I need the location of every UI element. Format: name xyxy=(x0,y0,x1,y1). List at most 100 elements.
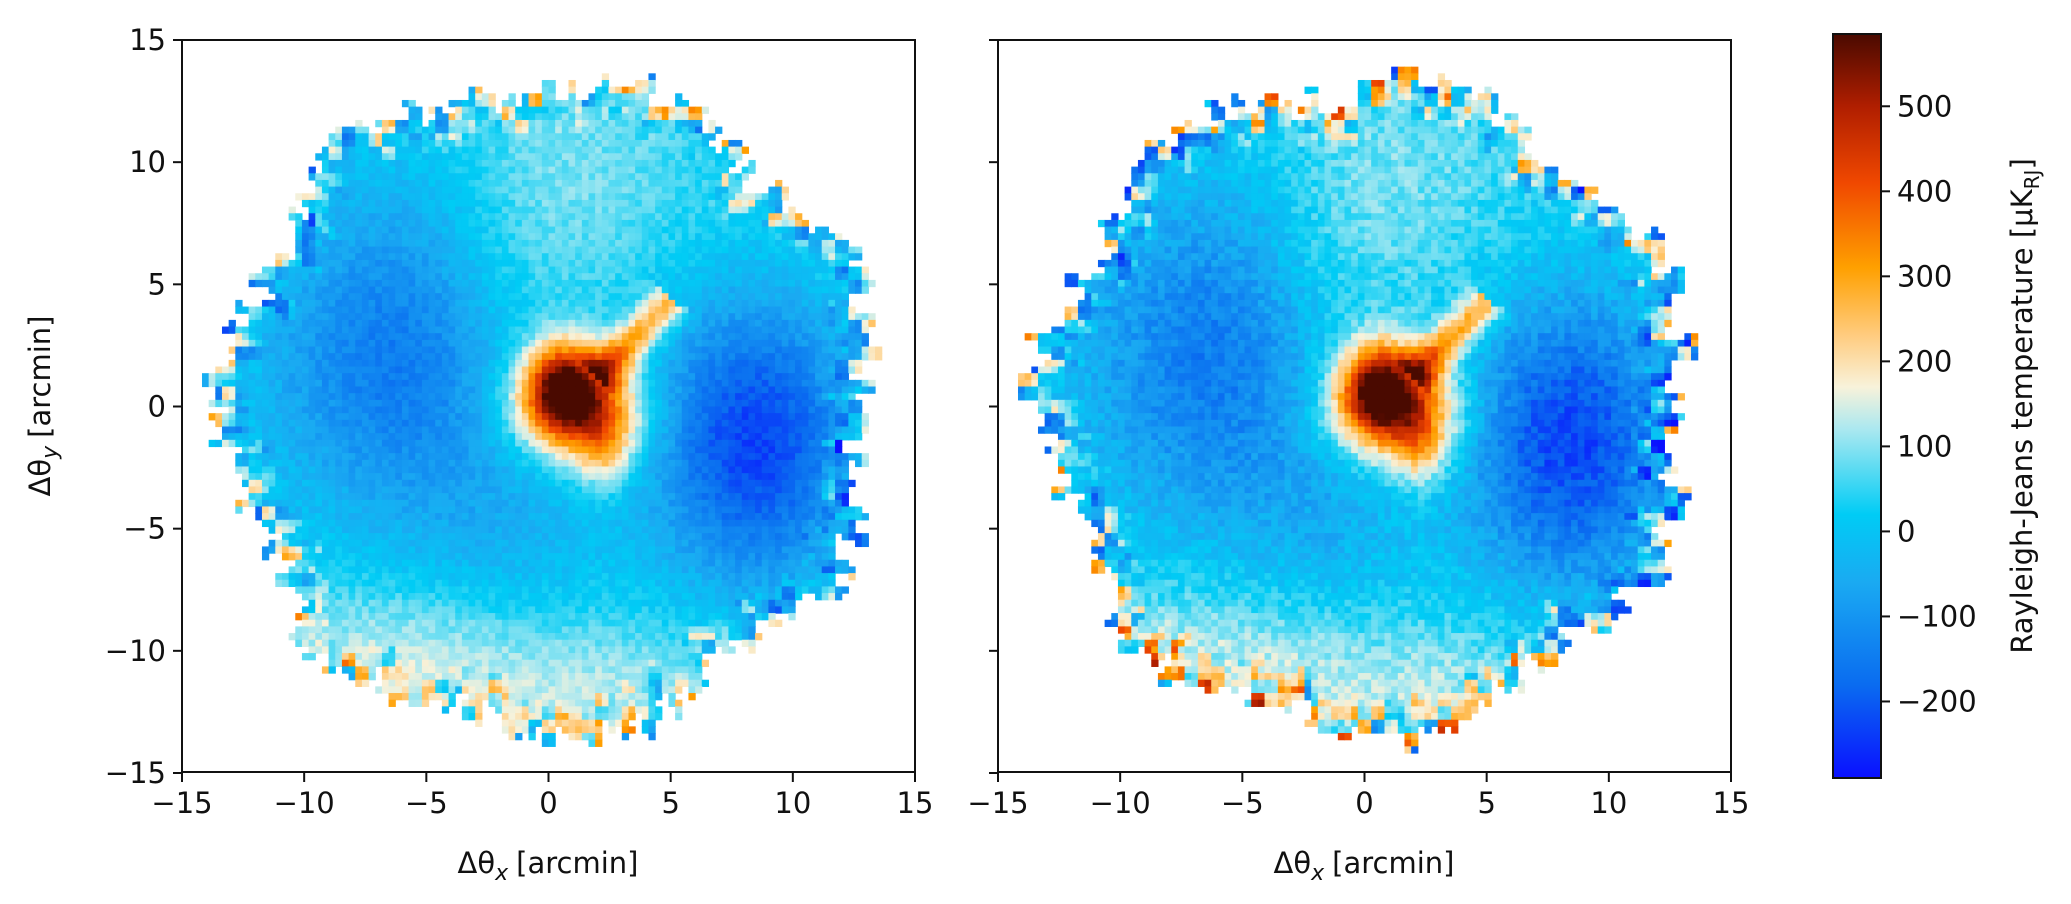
map-pixel xyxy=(741,273,750,281)
map-pixel xyxy=(581,453,590,461)
map-pixel xyxy=(535,93,543,101)
map-pixel xyxy=(508,453,516,461)
map-pixel xyxy=(648,159,656,168)
map-pixel xyxy=(635,186,643,194)
map-pixel xyxy=(275,393,283,401)
map-pixel xyxy=(775,199,783,208)
map-pixel xyxy=(755,346,763,354)
map-pixel xyxy=(648,379,656,388)
map-pixel xyxy=(495,113,503,121)
map-pixel xyxy=(848,253,856,261)
map-pixel xyxy=(595,433,603,441)
map-pixel xyxy=(628,479,636,488)
map-pixel xyxy=(588,293,596,301)
map-pixel xyxy=(541,419,550,428)
map-pixel xyxy=(588,159,596,168)
map-pixel xyxy=(361,319,370,328)
map-pixel xyxy=(595,386,603,394)
map-pixel xyxy=(215,413,223,421)
map-pixel xyxy=(475,326,483,334)
map-pixel xyxy=(595,479,603,488)
map-pixel xyxy=(835,353,843,361)
map-pixel xyxy=(561,206,570,214)
map-pixel xyxy=(608,353,616,361)
map-pixel xyxy=(328,413,336,421)
map-pixel xyxy=(241,379,250,388)
map-pixel xyxy=(661,113,670,121)
map-pixel xyxy=(641,106,650,114)
map-pixel xyxy=(661,179,670,188)
map-pixel xyxy=(675,379,683,388)
map-pixel xyxy=(228,373,236,381)
map-pixel xyxy=(468,253,476,261)
map-pixel xyxy=(695,366,703,374)
map-pixel xyxy=(495,293,503,301)
map-pixel xyxy=(608,173,616,181)
map-pixel xyxy=(355,273,363,281)
map-pixel xyxy=(235,326,243,334)
map-pixel xyxy=(461,146,470,154)
map-pixel xyxy=(255,339,263,348)
map-pixel xyxy=(668,419,676,428)
map-pixel xyxy=(555,239,563,248)
map-pixel xyxy=(521,279,530,288)
map-pixel xyxy=(455,393,463,401)
map-pixel xyxy=(568,326,576,334)
map-pixel xyxy=(415,413,423,421)
map-pixel xyxy=(701,173,710,181)
map-pixel xyxy=(681,466,690,474)
map-pixel xyxy=(321,179,330,188)
map-pixel xyxy=(608,446,616,454)
map-pixel xyxy=(281,453,290,461)
map-pixel xyxy=(408,459,416,468)
map-pixel xyxy=(795,446,803,454)
map-pixel xyxy=(255,473,263,481)
map-pixel xyxy=(461,473,470,481)
map-pixel xyxy=(695,439,703,448)
map-pixel xyxy=(235,366,243,374)
map-pixel xyxy=(308,453,316,461)
map-pixel xyxy=(468,293,476,301)
map-pixel xyxy=(648,333,656,341)
map-pixel xyxy=(481,359,490,368)
map-pixel xyxy=(468,373,476,381)
map-pixel xyxy=(315,246,323,254)
map-pixel xyxy=(575,153,583,161)
map-pixel xyxy=(575,99,583,108)
map-pixel xyxy=(508,159,516,168)
map-pixel xyxy=(835,299,843,308)
map-pixel xyxy=(415,453,423,461)
map-pixel xyxy=(248,493,256,501)
map-pixel xyxy=(608,179,616,188)
map-pixel xyxy=(435,366,443,374)
map-pixel xyxy=(615,293,623,301)
map-pixel xyxy=(828,253,836,261)
map-pixel xyxy=(748,486,756,494)
map-pixel xyxy=(308,293,316,301)
map-pixel xyxy=(581,386,590,394)
map-pixel xyxy=(401,339,410,348)
map-pixel xyxy=(595,99,603,108)
map-pixel xyxy=(608,313,616,321)
map-pixel xyxy=(715,399,723,408)
map-pixel xyxy=(581,359,590,368)
map-pixel xyxy=(788,426,796,434)
map-pixel xyxy=(721,333,730,341)
map-pixel xyxy=(401,146,410,154)
map-pixel xyxy=(635,266,643,274)
map-pixel xyxy=(575,186,583,194)
map-pixel xyxy=(661,199,670,208)
map-pixel xyxy=(688,239,696,248)
map-pixel xyxy=(668,353,676,361)
map-pixel xyxy=(395,226,403,234)
map-pixel xyxy=(295,266,303,274)
map-pixel xyxy=(595,299,603,308)
map-pixel xyxy=(875,353,883,361)
map-pixel xyxy=(595,406,603,414)
map-pixel xyxy=(661,126,670,134)
map-pixel xyxy=(421,199,430,208)
map-pixel xyxy=(628,366,636,374)
map-pixel xyxy=(448,213,456,221)
map-pixel xyxy=(388,319,396,328)
map-pixel xyxy=(408,359,416,368)
